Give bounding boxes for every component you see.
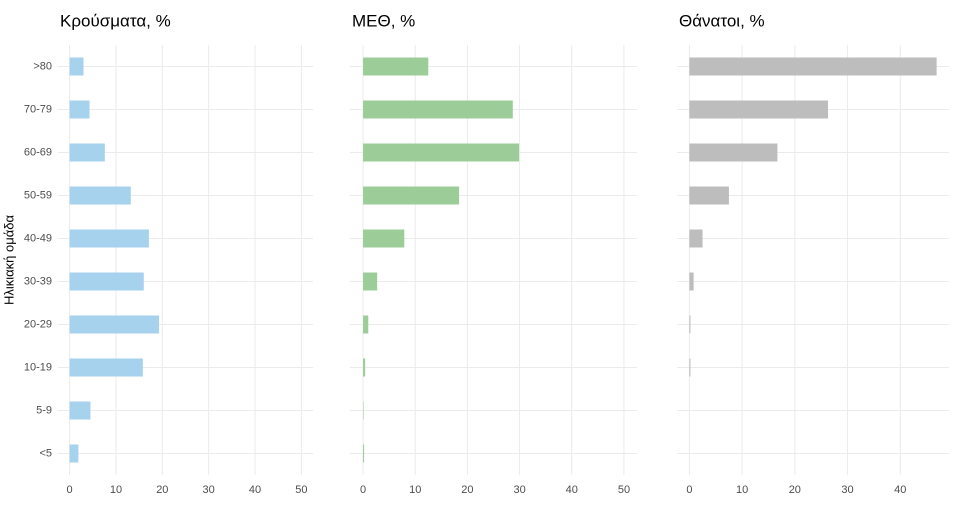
x-tick-label: 20 xyxy=(156,484,168,496)
x-tick-label: 50 xyxy=(295,484,307,496)
bar xyxy=(363,315,369,334)
x-tick-label: 10 xyxy=(409,484,421,496)
panel-title: Κρούσματα, % xyxy=(60,11,171,30)
bar xyxy=(69,272,144,291)
bar xyxy=(363,57,429,76)
bar xyxy=(363,143,520,162)
bar xyxy=(363,100,513,119)
bar xyxy=(689,358,691,377)
y-tick-label: <5 xyxy=(39,447,52,459)
x-tick-label: 10 xyxy=(736,484,748,496)
bar xyxy=(69,186,131,205)
y-tick-label: 40-49 xyxy=(24,232,52,244)
x-tick-label: 0 xyxy=(360,484,366,496)
bar xyxy=(363,229,405,248)
y-tick-label: 20-29 xyxy=(24,318,52,330)
bar xyxy=(689,143,778,162)
x-tick-label: 0 xyxy=(686,484,692,496)
bar xyxy=(69,315,160,334)
x-tick-label: 40 xyxy=(249,484,261,496)
bar xyxy=(363,444,365,463)
panel-title: ΜΕΘ, % xyxy=(352,11,415,30)
x-tick-label: 20 xyxy=(789,484,801,496)
bar xyxy=(69,57,84,76)
y-tick-label: 10-19 xyxy=(24,361,52,373)
bar xyxy=(69,229,149,248)
bar xyxy=(689,272,694,291)
x-tick-label: 30 xyxy=(841,484,853,496)
y-tick-label: 50-59 xyxy=(24,189,52,201)
y-tick-label: 60-69 xyxy=(24,146,52,158)
x-tick-label: 40 xyxy=(894,484,906,496)
bar xyxy=(689,315,691,334)
x-tick-label: 20 xyxy=(461,484,473,496)
y-tick-label: >80 xyxy=(33,60,52,72)
bar xyxy=(689,100,829,119)
x-tick-label: 10 xyxy=(110,484,122,496)
bar xyxy=(689,57,937,76)
y-tick-label: 70-79 xyxy=(24,103,52,115)
bar xyxy=(69,143,105,162)
bar xyxy=(363,272,378,291)
y-tick-label: 5-9 xyxy=(36,404,52,416)
bar xyxy=(689,186,729,205)
bar xyxy=(689,229,703,248)
bar xyxy=(69,100,90,119)
x-tick-label: 50 xyxy=(618,484,630,496)
panel-title: Θάνατοι, % xyxy=(679,11,765,30)
bar xyxy=(363,186,460,205)
bar xyxy=(69,401,91,420)
y-tick-label: 30-39 xyxy=(24,275,52,287)
x-tick-label: 30 xyxy=(203,484,215,496)
bar xyxy=(363,401,364,420)
y-axis-label: Ηλικιακή ομάδα xyxy=(1,215,16,305)
x-tick-label: 40 xyxy=(566,484,578,496)
bar xyxy=(69,444,79,463)
x-tick-label: 0 xyxy=(67,484,73,496)
bar xyxy=(363,358,366,377)
x-tick-label: 30 xyxy=(513,484,525,496)
bar xyxy=(69,358,143,377)
